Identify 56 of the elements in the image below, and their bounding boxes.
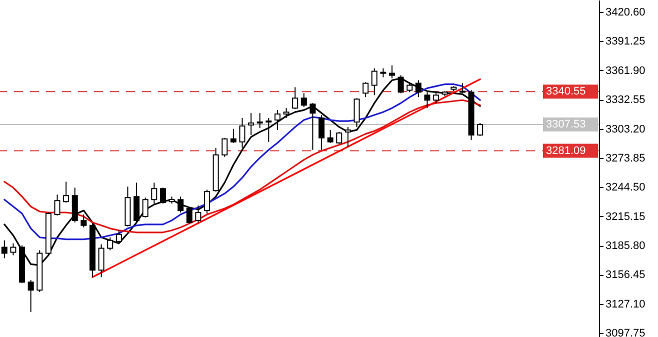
y-tick-label: 3361.90 [606,64,646,77]
candlestick [28,280,34,312]
candlestick [80,214,87,228]
candlestick [116,230,122,244]
candlestick [266,118,272,142]
candlestick [248,112,254,136]
candlestick [222,137,228,158]
candlestick [195,205,202,223]
candlestick [433,92,440,104]
candlestick [63,181,70,204]
y-tick-label: 3185.80 [606,240,646,252]
candlestick [107,236,114,251]
candlestick [327,129,334,144]
candlestick [230,128,236,144]
y-tick-label: 3273.85 [606,152,646,164]
candlestick [336,131,342,144]
candlestick [204,189,210,214]
y-tick-label: 3420.60 [606,6,646,19]
ref-line-label: 3307.53 [546,118,586,130]
candlestick [274,110,280,130]
ref-line-label: 3340.55 [546,86,586,98]
y-tick-label: 3097.75 [606,328,646,337]
candlestick [371,68,378,96]
candlestick [459,82,466,94]
candlestick [477,122,484,136]
candlestick [239,118,246,148]
candlestick [151,182,158,204]
candlestick [283,108,290,119]
candlestick [354,98,360,128]
candlestick [310,102,316,150]
candlestick [134,182,140,223]
candlestick [406,82,413,93]
candlestick [142,197,148,218]
y-tick-label: 3244.50 [606,182,646,194]
y-tick-label: 3215.15 [606,210,646,223]
candlestick [362,82,369,98]
candlestick [54,194,60,216]
candlestick [1,240,8,259]
candlestick [300,92,307,108]
candlestick [318,114,325,150]
y-tick-label: 3332.55 [606,94,646,106]
y-tick-label: 3127.10 [606,298,646,310]
candlestick [98,244,104,278]
candlestick [424,92,430,109]
candlestick [186,207,192,224]
candlestick [415,80,422,98]
candlestick [160,187,166,204]
candlestick [344,126,351,148]
y-tick-label: 3156.45 [606,269,646,282]
candlestick [178,196,184,213]
ref-line-label: 3281.09 [546,144,586,157]
y-tick-label: 3303.20 [606,123,646,136]
candlestick [292,86,298,110]
candlestick [10,242,16,256]
candlestick [256,112,263,128]
y-tick-label: 3391.25 [606,36,646,48]
